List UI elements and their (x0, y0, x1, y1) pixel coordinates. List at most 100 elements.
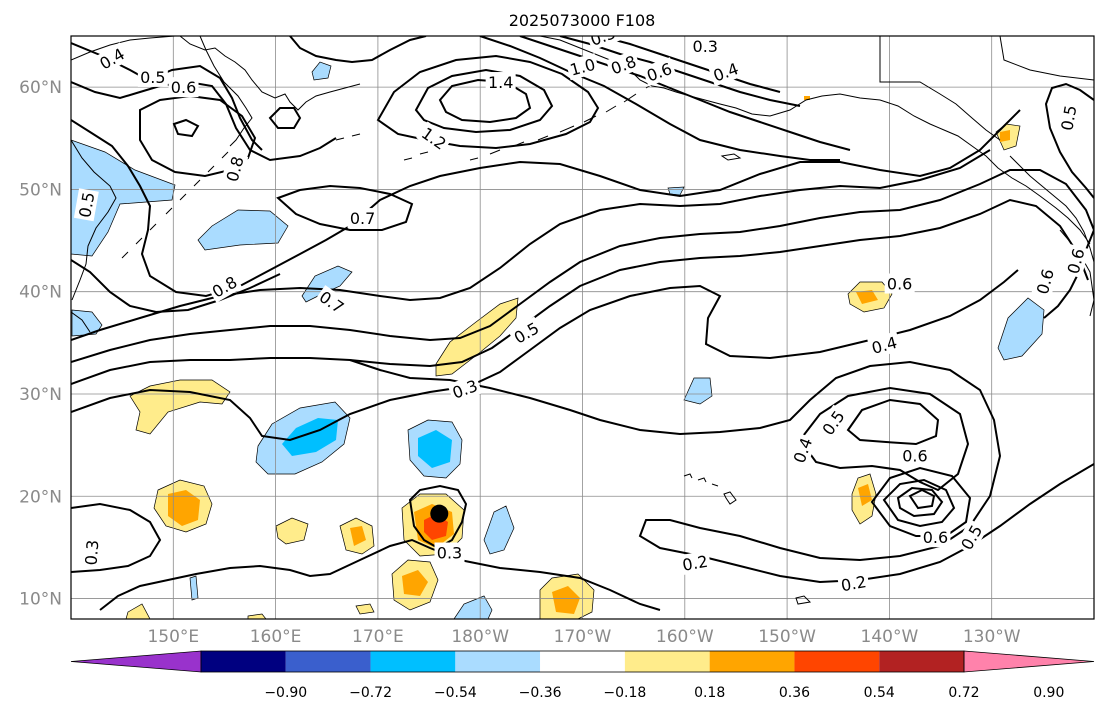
contour-label: 0.3 (434, 542, 465, 563)
contour-line (289, 36, 427, 64)
lon-tick-label: 170°E (352, 627, 404, 647)
colorbar-segment (285, 651, 371, 672)
lon-tick-label: 150°E (147, 627, 199, 647)
contour-label-text: 0.6 (171, 78, 196, 97)
contour-label-background (447, 374, 483, 404)
contour-label: 0.2 (678, 550, 712, 576)
shade-region (350, 526, 366, 546)
coastline-kurils (121, 151, 229, 259)
shade-region (1000, 130, 1010, 142)
colorbar-segment (455, 651, 541, 672)
coastline-aleutians (335, 81, 657, 161)
contour-line (71, 169, 1094, 363)
contour-line (71, 119, 351, 298)
lat-tick-label: 10°N (19, 590, 62, 610)
contour-line (519, 36, 851, 151)
contour-line (276, 184, 414, 231)
colorbar-tick-label: −0.18 (603, 685, 646, 701)
contour-label: 0.6 (884, 273, 915, 294)
contour-label-background (434, 542, 465, 563)
shade-region (856, 290, 878, 304)
contour-line (376, 54, 600, 150)
contour-label-text: 0.3 (693, 37, 718, 56)
contour-line (798, 386, 970, 492)
contour-line (882, 478, 956, 528)
contour-line (438, 78, 532, 124)
contour-labels: 0.40.50.60.80.5 0.70.80.71.41.21.0 0.8 0.60… (73, 36, 1090, 596)
storm-center-marker (430, 504, 449, 523)
contour-label-text: 0.6 (923, 528, 948, 547)
contour-label-background (206, 270, 243, 303)
contour-label-background (1062, 243, 1090, 279)
contour-label-background (347, 208, 378, 229)
contour-label-background (867, 331, 902, 359)
contour-label-text: 0.6 (887, 275, 912, 294)
contour-label: 0.6 (920, 527, 951, 548)
contour-label-text: 0.2 (839, 572, 867, 595)
shaded-anomaly-regions (71, 61, 1045, 619)
colorbar-segment (370, 651, 456, 672)
lat-tick-label: 40°N (19, 283, 62, 303)
colorbar-tick-label: 0.36 (779, 685, 810, 701)
contour-label-background (1031, 264, 1059, 299)
contour-label-background (221, 151, 249, 187)
contour-label: 0.6 (641, 57, 677, 87)
lat-tick-labels: 10°N 20°N 30°N 40°N 50°N 60°N (19, 78, 62, 609)
colorbar-tick-label: 0.90 (1033, 685, 1064, 701)
contour-label-text: 1.4 (488, 73, 513, 92)
contour-label-background (641, 57, 677, 87)
colorbar-segment (794, 651, 880, 672)
contour-line (71, 269, 1019, 442)
lon-tick-label: 180°W (451, 627, 509, 647)
contour-label-background (690, 36, 721, 57)
shade-region (189, 575, 199, 601)
contour-label-background (485, 72, 516, 93)
contour-label-background (137, 66, 168, 87)
shade-region (125, 603, 151, 619)
colorbar-tick-label: 0.72 (948, 685, 979, 701)
border-alaska-canada (879, 36, 1094, 141)
contour-label-text: 0.3 (81, 539, 102, 566)
contour-label-text: 0.5 (1057, 104, 1080, 132)
contour-label: 0.4 (867, 331, 902, 359)
contour-label: 1.4 (485, 72, 516, 93)
contour-line (908, 488, 936, 510)
contour-label: 0.6 (899, 445, 930, 466)
contour-label: 0.8 (206, 270, 243, 303)
shade-region (168, 490, 200, 526)
shade-region (858, 484, 872, 506)
shade-region (435, 297, 519, 377)
contour-line (599, 36, 781, 93)
shade-region (483, 505, 515, 555)
contour-label: 0.5 (1055, 101, 1081, 135)
contour-label: 0.3 (690, 36, 721, 57)
lat-tick-label: 20°N (19, 487, 62, 507)
contour-label: 0.5 (73, 188, 99, 222)
contour-label-text: 0.2 (681, 552, 709, 575)
shade-region (402, 570, 428, 596)
contour-label-background (837, 570, 871, 596)
contour-label-background (678, 550, 712, 576)
contour-label-background (313, 285, 350, 319)
contour-label: 0.5 (137, 66, 168, 87)
contour-label-background (708, 57, 744, 87)
contour-label-background (93, 42, 130, 75)
figure-title: 2025073000 F108 (509, 11, 656, 30)
lat-tick-label: 30°N (19, 385, 62, 405)
colorbar-segment (879, 651, 964, 672)
colorbar-segment (624, 651, 710, 672)
contour-label-background (73, 188, 99, 222)
map-frame (70, 35, 1095, 620)
shade-region (683, 377, 713, 405)
colorbar-segment (201, 651, 286, 672)
lon-tick-label: 160°E (250, 627, 302, 647)
shade-region (197, 209, 289, 251)
contour-label-background (605, 50, 641, 80)
contour-label-background (168, 77, 199, 98)
contour-line (479, 36, 840, 161)
lon-tick-label: 150°W (758, 627, 816, 647)
shade-region (247, 613, 267, 619)
contour-label-background (816, 404, 850, 441)
coastlines (71, 36, 1094, 605)
